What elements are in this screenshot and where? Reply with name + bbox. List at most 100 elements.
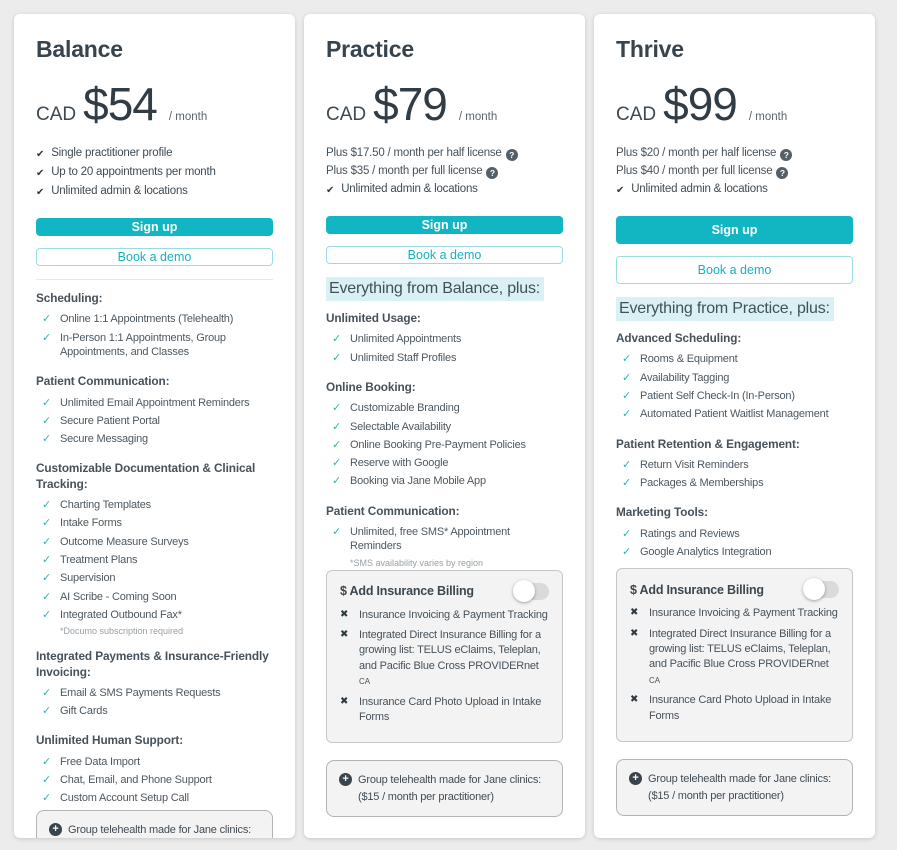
insurance-feature-list: ✖ Insurance Invoicing & Payment Tracking … [340,608,549,726]
check-icon: ✓ [332,457,342,470]
check-icon: ✓ [622,353,632,366]
telehealth-addon-box[interactable]: + Group telehealth made for Jane clinics… [616,759,853,816]
section-title: Patient Retention & Engagement: [616,436,800,451]
check-icon: ✔ [616,185,625,196]
help-icon[interactable]: ? [776,167,789,179]
divider [36,279,273,280]
help-icon[interactable]: ? [780,149,793,161]
telehealth-line1: Group telehealth made for Jane clinics: [648,773,831,785]
plan-card-thrive: Thrive CAD $99 / month Plus $20 / month … [594,14,875,838]
check-icon: ✓ [42,535,52,548]
price-period: / month [748,111,788,123]
section-title: Scheduling: [36,291,103,305]
check-icon: ✓ [332,402,342,415]
feature-item: ✓ Automated Patient Waitlist Management [622,408,829,421]
feature-item: ✓ Supervision [42,572,116,585]
insurance-header: $ Add Insurance Billing [630,578,839,601]
telehealth-line1: Group telehealth made for Jane clinics: [68,823,251,836]
header-bullet-label: Single practitioner profile [51,147,173,159]
help-icon[interactable]: ? [505,149,518,161]
everything-heading: Everything from Practice, plus: [616,297,853,321]
insurance-feature: ✖ Insurance Invoicing & Payment Tracking [630,607,838,620]
insurance-feature: ✖ Insurance Card Photo Upload in Intake F… [340,695,542,723]
check-icon: ✓ [332,420,342,433]
insurance-feature: ✖ Insurance Invoicing & Payment Tracking [340,608,548,621]
toggle-knob [513,579,535,602]
insurance-title: $ Add Insurance Billing [630,582,764,597]
price-value: $54 [83,78,158,130]
signup-button[interactable]: Sign up [36,218,273,236]
header-bullet-label: Unlimited admin & locations [51,185,188,197]
check-icon: ✓ [42,755,52,768]
check-icon: ✓ [42,608,52,621]
cross-icon: ✖ [340,629,349,641]
cross-icon: ✖ [340,608,349,620]
insurance-feature: ✖ Insurance Card Photo Upload in Intake F… [630,694,832,722]
plus-circle-icon: + [629,772,642,785]
footnote: *Documo subscription required [60,626,184,637]
insurance-header: $ Add Insurance Billing [340,579,549,602]
check-icon: ✓ [42,553,52,566]
feature-list: ✓ Charting Templates ✓ Intake Forms ✓ Outco… [36,494,273,626]
feature-item: ✓ Unlimited Staff Profiles [332,351,457,364]
feature-item: ✓ Unlimited Email Appointment Reminders [42,396,250,409]
check-icon: ✔ [36,187,45,198]
check-icon: ✓ [42,792,52,805]
price-period: / month [458,111,498,123]
check-icon: ✓ [622,477,632,490]
license-price-line: Plus $40 / month per full license? [616,165,853,179]
feature-item: ✓ Unlimited Appointments [332,333,462,346]
telehealth-addon-box[interactable]: + Group telehealth made for Jane clinics… [36,809,273,838]
header-bullet-label: Unlimited admin & locations [341,183,478,195]
insurance-toggle[interactable] [513,579,549,602]
insurance-feature: ✖ Integrated Direct Insurance Billing for… [340,629,541,687]
help-icon[interactable]: ? [486,167,499,179]
feature-list: ✓ Return Visit Reminders ✓ Packages & Memb… [616,454,853,495]
header-bullet-label: Up to 20 appointments per month [51,166,216,178]
check-icon: ✓ [42,686,52,699]
signup-button[interactable]: Sign up [326,216,563,234]
feature-item: ✓ In-Person 1:1 Appointments, Group Appoi… [42,331,226,358]
feature-list: ✓ Customizable Branding ✓ Selectable Avail… [326,397,563,492]
feature-item: ✓ Ratings and Reviews [622,527,740,540]
check-icon: ✓ [42,590,52,603]
section-title: Unlimited Human Support: [36,733,184,748]
book-demo-button[interactable]: Book a demo [616,256,853,284]
feature-list: ✓ Unlimited Email Appointment Reminders ✓… [36,392,273,451]
feature-item: ✓ Packages & Memberships [622,477,764,490]
book-demo-button[interactable]: Book a demo [36,248,273,266]
feature-item: ✓ Email & SMS Payments Requests [42,686,221,699]
feature-list: ✓ Online 1:1 Appointments (Telehealth) ✓ I… [36,308,273,363]
telehealth-addon-box[interactable]: + Group telehealth made for Jane clinics… [326,760,563,818]
feature-item: ✓ Online 1:1 Appointments (Telehealth) [42,313,234,326]
check-icon: ✓ [42,774,52,787]
check-icon: ✓ [622,371,632,384]
check-icon: ✓ [42,705,52,718]
section-title: Customizable Documentation & Clinical Tr… [36,461,256,491]
feature-item: ✓ Intake Forms [42,517,122,530]
feature-item: ✓ Selectable Availability [332,420,451,433]
feature-item: ✓ Outcome Measure Surveys [42,535,189,548]
cross-icon: ✖ [630,607,639,619]
header-bullet: ✔ Up to 20 appointments per month [36,166,273,181]
feature-list: ✓ Email & SMS Payments Requests ✓ Gift Car… [36,682,273,723]
feature-item: ✓ Free Data Import [42,755,140,768]
header-bullets: Plus $20 / month per half license? Plus … [616,143,853,202]
check-icon: ✓ [622,527,632,540]
check-icon: ✓ [42,499,52,512]
price-row: CAD $54 / month [36,77,273,131]
section-title: Patient Communication: [36,374,170,389]
feature-list: ✓ Rooms & Equipment ✓ Availability Tagging… [616,348,853,425]
signup-button[interactable]: Sign up [616,216,853,244]
insurance-toggle[interactable] [803,578,839,601]
check-icon: ✓ [332,333,342,346]
check-icon: ✓ [42,572,52,585]
check-icon: ✔ [36,168,45,179]
telehealth-line1: Group telehealth made for Jane clinics: [358,774,541,787]
feature-item: ✓ Patient Self Check-In (In-Person) [622,389,795,402]
feature-item: ✓ Customizable Branding [332,402,460,415]
book-demo-button[interactable]: Book a demo [326,246,563,264]
header-bullet: ✔ Unlimited admin & locations [36,185,273,200]
section-title: Online Booking: [326,379,416,394]
